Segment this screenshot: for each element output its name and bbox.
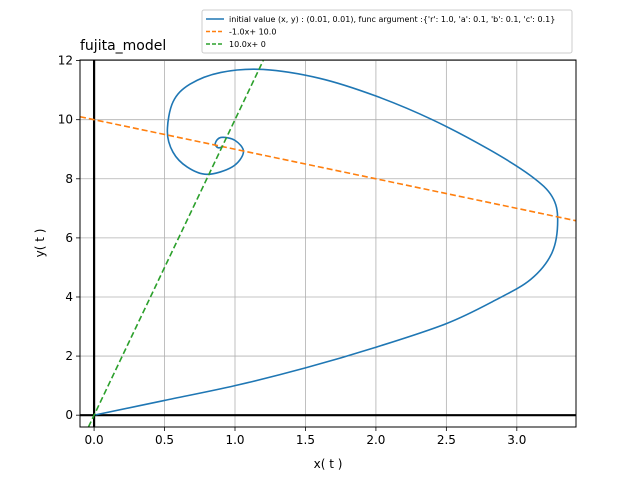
plot-frame bbox=[79, 59, 577, 428]
legend-label-1: -1.0x+ 10.0 bbox=[229, 28, 276, 37]
legend-entries: initial value (x, y) : (0.01, 0.01), fun… bbox=[206, 15, 555, 49]
x-tick-label: 0.0 bbox=[85, 433, 104, 447]
y-tick-label: 6 bbox=[65, 231, 73, 245]
x-tick-label: 2.5 bbox=[437, 433, 456, 447]
x-tick-label: 1.5 bbox=[296, 433, 315, 447]
y-tick-label: 0 bbox=[65, 408, 73, 422]
y-tick-label: 4 bbox=[65, 290, 73, 304]
series-2-line bbox=[87, 60, 265, 427]
legend-label-2: 10.0x+ 0 bbox=[229, 40, 266, 49]
y-axis-label: y( t ) bbox=[33, 229, 47, 258]
y-tick-label: 2 bbox=[65, 349, 73, 363]
legend: initial value (x, y) : (0.01, 0.01), fun… bbox=[201, 9, 573, 54]
series-layer bbox=[80, 60, 576, 427]
axis-lines bbox=[80, 60, 576, 427]
chart-title: fujita_model bbox=[80, 38, 166, 54]
x-tick-label: 3.0 bbox=[507, 433, 526, 447]
x-ticks: 0.0 0.5 1.0 1.5 2.0 2.5 3.0 bbox=[85, 427, 526, 447]
y-tick-label: 8 bbox=[65, 172, 73, 186]
legend-box bbox=[201, 9, 573, 54]
x-tick-label: 2.0 bbox=[366, 433, 385, 447]
series-1-line bbox=[80, 115, 576, 222]
series-0-line bbox=[95, 68, 559, 416]
x-tick-label: 1.0 bbox=[225, 433, 244, 447]
x-axis-label: x( t ) bbox=[314, 457, 343, 471]
x-tick-label: 0.5 bbox=[155, 433, 174, 447]
y-tick-label: 12 bbox=[58, 54, 73, 68]
legend-label-0: initial value (x, y) : (0.01, 0.01), fun… bbox=[229, 15, 555, 24]
plot-area bbox=[80, 60, 576, 427]
y-ticks: 0 2 4 6 8 10 12 bbox=[58, 54, 80, 422]
y-tick-label: 10 bbox=[58, 113, 73, 127]
